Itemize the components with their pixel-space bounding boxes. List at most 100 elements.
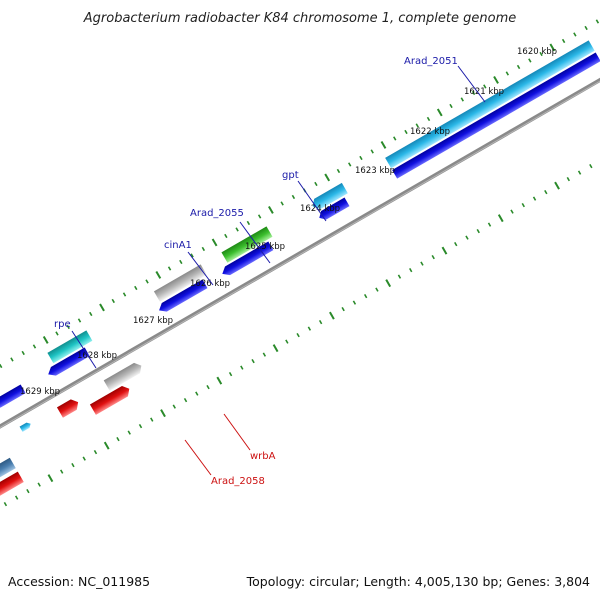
leader-arad-2051 [457,65,486,103]
leader-wrbA [223,413,251,451]
lower-track-tick [476,228,480,234]
upper-track-tick [415,123,419,128]
upper-track-tick [268,206,274,214]
lower-track-tick [532,196,537,201]
gene-arad-2051 [385,40,595,169]
upper-track-tick [122,292,127,297]
leader-gpt [297,180,327,222]
lower-track-tick [71,462,75,468]
upper-track-tick [595,19,600,24]
footer-accession: Accession: NC_011985 [8,574,150,589]
gene-label-arad-2055: Arad_2055 [190,208,244,219]
lower-track-tick [352,300,357,305]
lower-track-tick [195,391,199,396]
gene-label-rpe: rpe [54,319,71,330]
lower-track-tick [240,365,244,370]
upper-track-tick [291,194,296,200]
lower-track-tick [272,344,279,353]
upper-track-tick [55,331,59,336]
upper-track-tick [426,116,431,122]
tick-label-1622: 1622 kbp [410,127,450,137]
lower-track-tick [385,279,392,288]
upper-track-tick [246,220,251,226]
upper-track-tick [211,238,218,247]
upper-track-tick [155,271,162,279]
upper-track-tick [167,266,172,271]
upper-track-tick [471,90,476,96]
upper-track-tick [201,246,206,252]
lower-track-tick [228,371,233,377]
lower-track-tick [375,287,379,292]
gene-wrbA [103,362,142,391]
gene-label-arad-2051: Arad_2051 [404,56,458,67]
gene-cina1 [153,264,207,302]
cds-forward-5 [48,347,90,376]
leader-rpe [71,330,97,369]
upper-track-tick [393,136,397,141]
tick-labels: 1620 kbp 1621 kbp 1622 kbp 1623 kbp 1624… [20,47,557,397]
lower-track-tick [3,501,8,507]
lower-track-tick [26,488,30,494]
upper-track-tick [493,76,499,84]
tick-label-1623: 1623 kbp [355,166,395,176]
lower-track-tick [409,267,413,273]
tick-label-1625: 1625 kbp [245,242,285,252]
leader-arad-2055 [239,221,271,264]
lower-track-tick [59,469,64,474]
gene-small-cyan [19,422,31,432]
upper-track-tick [0,363,3,369]
lower-track-tick [521,202,525,208]
tick-label-1627: 1627 kbp [133,316,173,326]
gene-label-wrbA: wrbA [250,451,276,462]
lower-track-tick [47,474,54,483]
upper-track-tick [539,51,543,57]
lower-track-tick [285,339,289,344]
leader-cina1 [187,251,214,286]
tick-label-1626: 1626 kbp [190,279,230,289]
gene-label-arad-2058: Arad_2058 [211,476,265,487]
upper-track-tick [584,25,588,31]
lower-track-tick [206,384,210,390]
upper-track-tick [573,32,577,37]
lower-track-tick [172,404,176,409]
lower-track-tick [307,326,312,331]
upper-track-tick [21,350,25,356]
lower-track-tick [318,319,323,325]
lower-track-tick [577,170,582,175]
lower-track-tick [431,254,435,260]
upper-track-tick [505,71,510,76]
lower-track-tick [93,449,98,455]
lower-track-tick [441,246,448,255]
upper-track-tick [145,279,149,284]
tick-track-lower [3,163,593,507]
upper-track-tick [359,155,363,161]
upper-track-tick [404,129,408,135]
upper-track-tick [449,103,453,109]
upper-track-tick [134,285,138,291]
lower-track-tick [420,261,424,266]
upper-track-tick [436,108,443,117]
lower-track-tick [183,397,188,403]
upper-track-tick [235,227,239,232]
upper-track-tick [336,168,341,174]
lower-track-tick [454,241,458,247]
lower-track-tick [138,423,143,429]
gene-rpe [47,330,93,364]
upper-track-tick [42,336,49,344]
tick-label-1624: 1624 kbp [300,204,340,214]
gene-small-red [56,399,79,418]
upper-track-tick [549,43,556,52]
lower-track-tick [497,214,504,223]
lower-track-tick [150,417,154,422]
upper-track-tick [190,253,194,258]
lower-track-tick [554,181,560,190]
footer-summary: Topology: circular; Length: 4,005,130 bp… [246,574,590,589]
lower-track-tick [329,311,335,320]
lower-track-tick [82,456,86,461]
upper-track-tick [370,149,374,154]
upper-track-tick [324,173,331,182]
upper-track-tick [314,181,318,187]
lower-track-tick [262,352,267,357]
cds-forward-1 [392,52,600,179]
